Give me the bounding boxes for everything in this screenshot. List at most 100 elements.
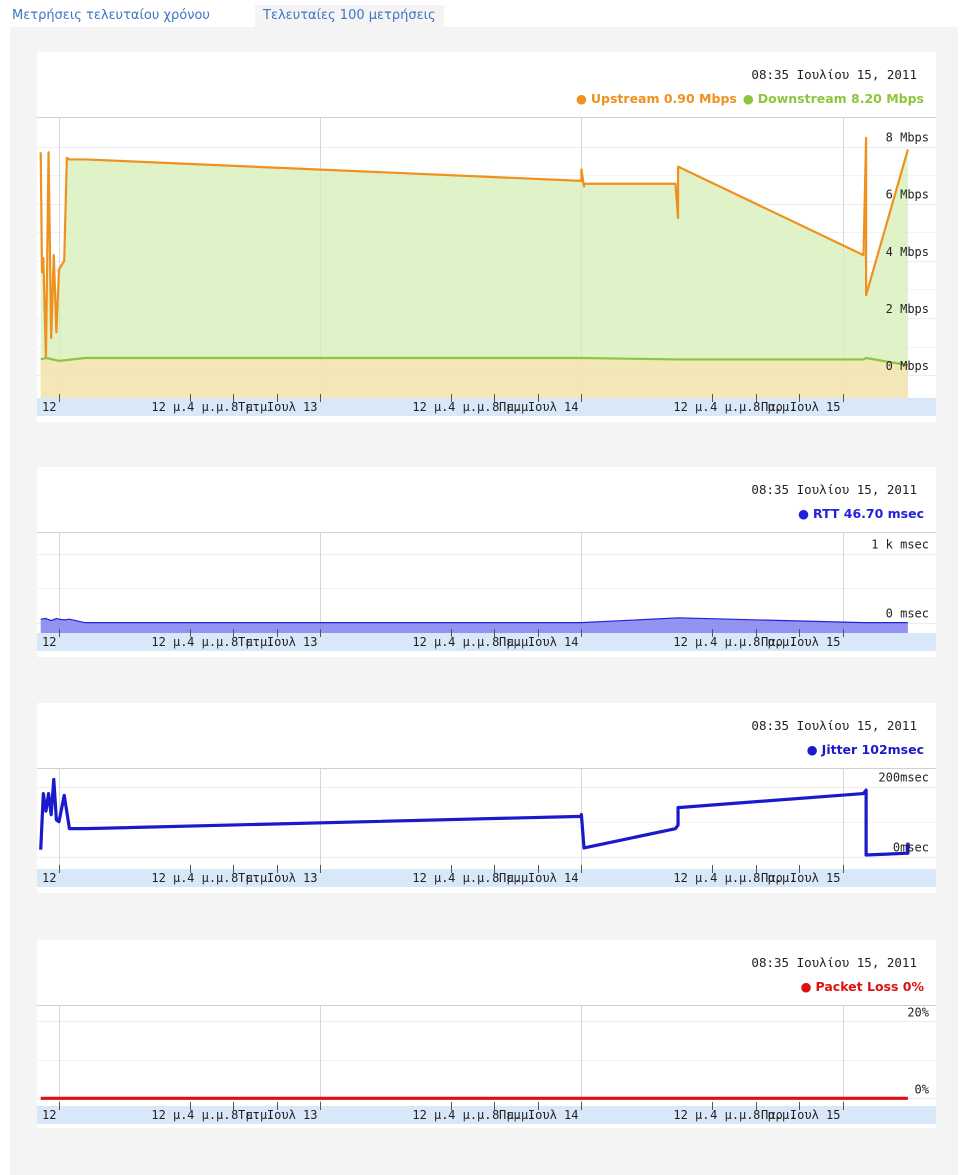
legend-dot-icon: ● xyxy=(742,91,754,106)
x-tick-label: 8 μ.μ. xyxy=(492,400,535,414)
x-tick-label: 8 μ.μ. xyxy=(231,871,274,885)
x-tick-label: Τετ Ιουλ 13 xyxy=(238,400,317,414)
x-tick-label: 12 μ. xyxy=(673,400,709,414)
y-tick-label: 0 msec xyxy=(886,607,929,621)
x-tick-label: 12 μ. xyxy=(673,871,709,885)
x-tick-label: 8 μ.μ. xyxy=(492,1108,535,1122)
x-tick-label: Παρ Ιουλ 15 xyxy=(761,871,840,885)
legend-item[interactable]: ● RTT 46.70 msec xyxy=(798,506,924,521)
series-area xyxy=(40,138,908,398)
chart-timestamp: 08:35 Ιουλίου 15, 2011 xyxy=(751,482,917,497)
y-tick-label: 0msec xyxy=(893,841,929,855)
y-tick-label: 0 Mbps xyxy=(886,359,929,373)
legend-label: Upstream 0.90 Mbps xyxy=(590,91,737,106)
tab-bar: Μετρήσεις τελευταίου χρόνου Τελευταίες 1… xyxy=(0,0,960,30)
x-tick-label: 4 μ.μ. xyxy=(710,1108,753,1122)
x-tick-label: 12 μ. xyxy=(151,871,187,885)
x-tick-label: 4 μ.μ. xyxy=(187,1108,230,1122)
x-axis-band xyxy=(37,1106,936,1124)
series-line xyxy=(40,356,909,367)
chart-4: 08:35 Ιουλίου 15, 2011 ●Packet Loss 0% Τρι… xyxy=(37,940,936,1128)
x-tick-label: 4 μ.μ. xyxy=(187,871,230,885)
legend-label: RTT 46.70 msec xyxy=(813,506,924,521)
x-tick-label: Πεμ Ιουλ 14 xyxy=(499,400,578,414)
x-tick-label: 8 μ.μ. xyxy=(231,635,274,649)
x-tick-label: 12 μ. xyxy=(412,1108,448,1122)
series-line xyxy=(39,777,910,857)
chart-legend: ● Jitter 102msec xyxy=(801,742,924,757)
x-tick-label: 8 μ.μ. xyxy=(753,400,796,414)
chart-timestamp: 08:35 Ιουλίου 15, 2011 xyxy=(751,955,917,970)
x-tick-label: 8 μ.μ. xyxy=(231,400,274,414)
x-tick-label: 8 μ.μ. xyxy=(753,635,796,649)
y-tick-label: 1 k msec xyxy=(871,538,929,552)
x-tick-label: 4 μ.μ. xyxy=(710,635,753,649)
x-tick-label: Τρι Ιουλ 12 xyxy=(37,635,57,649)
x-tick-label: 4 μ.μ. xyxy=(448,871,491,885)
x-axis-band xyxy=(37,633,936,651)
x-tick-label: 8 μ.μ. xyxy=(492,635,535,649)
x-tick-label: Πεμ Ιουλ 14 xyxy=(499,635,578,649)
chart-1: 08:35 Ιουλίου 15, 2011 ● Upstream 0.90 Mbp… xyxy=(37,52,936,422)
legend-dot-icon: ● xyxy=(798,506,809,521)
x-tick-label: 8 μ.μ. xyxy=(753,1108,796,1122)
x-tick-label: 4 μ.μ. xyxy=(187,635,230,649)
x-tick-label: 12 μ. xyxy=(151,400,187,414)
x-tick-label: 8 μ.μ. xyxy=(753,871,796,885)
x-tick-label: Τετ Ιουλ 13 xyxy=(238,635,317,649)
y-tick-label: 6 Mbps xyxy=(886,188,929,202)
x-tick-label: 4 μ.μ. xyxy=(710,871,753,885)
legend-label: Jitter 102msec xyxy=(821,742,924,757)
x-tick-label: Πεμ Ιουλ 14 xyxy=(499,1108,578,1122)
legend-item[interactable]: ● Downstream 8.20 Mbps xyxy=(743,91,924,106)
tab-last-year[interactable]: Μετρήσεις τελευταίου χρόνου xyxy=(6,5,216,27)
x-tick-label: 4 μ.μ. xyxy=(448,1108,491,1122)
x-tick-label: Τετ Ιουλ 13 xyxy=(238,1108,317,1122)
chart-timestamp: 08:35 Ιουλίου 15, 2011 xyxy=(751,718,917,733)
series-line xyxy=(40,617,908,624)
x-tick-label: 8 μ.μ. xyxy=(492,871,535,885)
chart-legend: ● RTT 46.70 msec xyxy=(792,506,924,521)
x-tick-label: 12 μ. xyxy=(151,635,187,649)
y-tick-label: 4 Mbps xyxy=(886,245,929,259)
x-tick-label: Τρι Ιουλ 12 xyxy=(37,1108,57,1122)
legend-item[interactable]: ● Upstream 0.90 Mbps xyxy=(576,91,737,106)
legend-label: Packet Loss 0% xyxy=(815,979,924,994)
x-tick-label: 12 μ. xyxy=(151,1108,187,1122)
x-tick-label: Παρ Ιουλ 15 xyxy=(761,635,840,649)
legend-label: Downstream 8.20 Mbps xyxy=(757,91,924,106)
legend-dot-icon: ● xyxy=(575,91,587,106)
x-axis-band xyxy=(37,398,936,416)
y-tick-label: 8 Mbps xyxy=(886,131,929,145)
y-tick-label: 2 Mbps xyxy=(886,302,929,316)
y-tick-label: 0% xyxy=(915,1082,930,1096)
y-tick-label: 20% xyxy=(907,1005,929,1019)
x-tick-label: Τετ Ιουλ 13 xyxy=(238,871,317,885)
x-tick-label: Παρ Ιουλ 15 xyxy=(761,400,840,414)
x-tick-label: 12 μ. xyxy=(412,635,448,649)
x-tick-label: 4 μ.μ. xyxy=(448,400,491,414)
x-tick-label: 4 μ.μ. xyxy=(187,400,230,414)
series-line xyxy=(39,136,909,360)
legend-item[interactable]: ● Jitter 102msec xyxy=(807,742,924,757)
series-area xyxy=(40,617,908,633)
chart-3: 08:35 Ιουλίου 15, 2011 ●Jitter 102msec Τρι… xyxy=(37,703,936,893)
series-area xyxy=(40,358,908,398)
chart-legend: ● Packet Loss 0% xyxy=(795,979,924,994)
x-tick-label: 12 μ. xyxy=(673,635,709,649)
chart-2: 08:35 Ιουλίου 15, 2011 ● RTT 46.70 msec Τρι… xyxy=(37,467,936,657)
x-tick-label: 12 μ. xyxy=(412,871,448,885)
chart-legend: ● Upstream 0.90 Mbps ● Downstream 8.20 Mbps xyxy=(570,91,924,106)
chart-timestamp: 08:35 Ιουλίου 15, 2011 xyxy=(751,67,917,82)
x-tick-label: Παρ Ιουλ 15 xyxy=(761,1108,840,1122)
y-tick-label: 200msec xyxy=(878,771,929,785)
x-tick-label: 4 μ.μ. xyxy=(448,635,491,649)
legend-item[interactable]: ● Packet Loss 0% xyxy=(801,979,924,994)
legend-dot-icon: ● xyxy=(806,742,818,757)
x-tick-label: Τρι Ιουλ 12 xyxy=(37,871,57,885)
x-tick-label: Τρι Ιουλ 12 xyxy=(37,400,57,414)
tab-last-100[interactable]: Τελευταίες 100 μετρήσεις xyxy=(255,5,444,27)
